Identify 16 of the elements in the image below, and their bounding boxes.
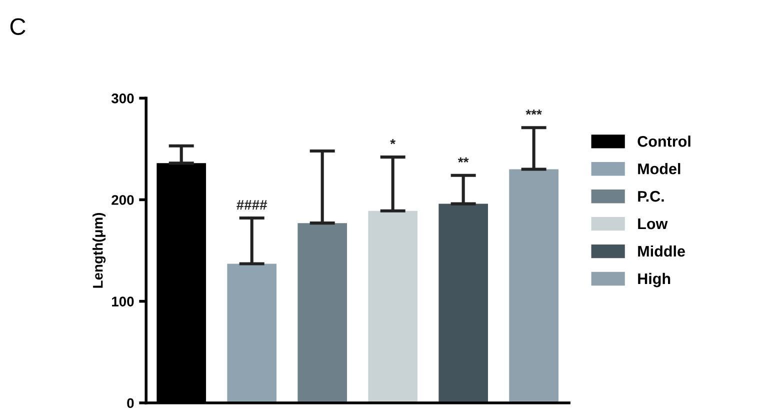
- legend-label: High: [638, 272, 670, 288]
- annotation: **: [458, 157, 469, 163]
- y-tick-label: 100: [112, 296, 134, 306]
- chart-title: C: [10, 18, 26, 35]
- legend-label: Middle: [638, 245, 685, 257]
- y-tick-label: 300: [111, 93, 134, 104]
- annotation: ####: [236, 200, 268, 210]
- annotation: ***: [526, 110, 542, 115]
- y-axis-title: Length(μm): [92, 213, 106, 288]
- legend-label: P.C.: [638, 190, 664, 202]
- legend-label: Low: [638, 218, 668, 230]
- y-tick-label: 200: [112, 195, 134, 205]
- annotation: *: [390, 139, 396, 144]
- legend-label: Control: [638, 136, 690, 147]
- y-tick-label: 0: [127, 398, 134, 408]
- legend-label: Model: [638, 163, 680, 174]
